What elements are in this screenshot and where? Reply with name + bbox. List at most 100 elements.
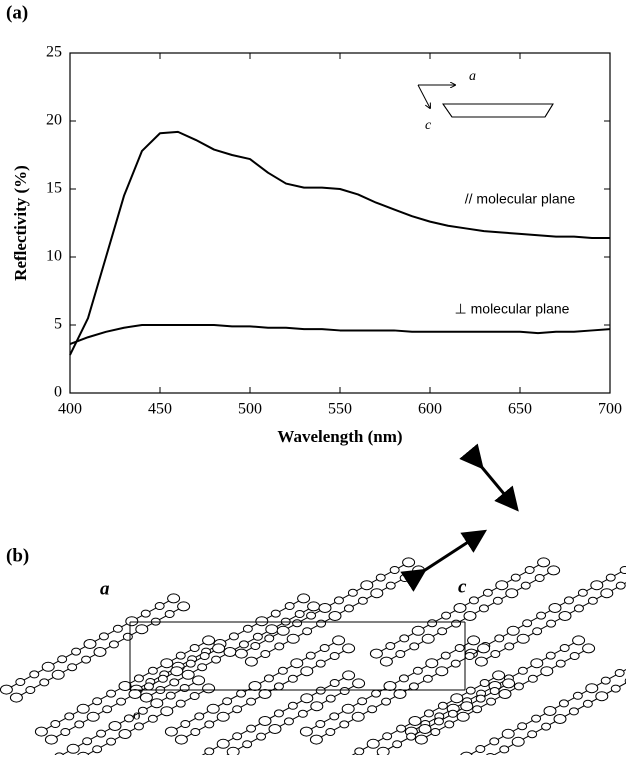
atom [437, 701, 448, 710]
atom [572, 691, 583, 700]
polarization-arrow [400, 529, 488, 592]
atom [190, 728, 201, 736]
inset-axis-label: c [425, 118, 432, 133]
atom [409, 642, 420, 651]
atom [489, 737, 500, 746]
atom [437, 627, 448, 636]
atom [255, 616, 269, 627]
atom [527, 674, 538, 683]
series-label: // molecular plane [465, 191, 576, 207]
molecule [299, 635, 481, 737]
atom [165, 691, 176, 700]
atom [464, 652, 475, 660]
atom [310, 701, 324, 712]
atom [430, 728, 441, 736]
x-tick-label: 450 [148, 401, 172, 418]
atom [516, 633, 530, 644]
atom [93, 647, 107, 657]
atom [453, 603, 467, 613]
molecule [139, 601, 321, 703]
atom [502, 678, 516, 689]
atom [157, 674, 168, 683]
atom [238, 640, 249, 649]
y-tick-label: 0 [54, 384, 62, 401]
y-tick-label: 5 [54, 316, 62, 333]
atom [614, 669, 625, 677]
atom [333, 596, 344, 605]
atom [393, 689, 407, 699]
atom [250, 642, 261, 650]
data-line [69, 324, 611, 345]
atom [495, 580, 509, 591]
atom [343, 604, 354, 613]
atom [513, 682, 524, 691]
atom [316, 619, 327, 628]
atom [297, 709, 308, 718]
atom [180, 720, 191, 728]
atom [139, 692, 153, 703]
atom [175, 699, 186, 708]
atom [573, 604, 584, 613]
atom [122, 632, 133, 641]
atom [222, 697, 233, 706]
atom [357, 596, 368, 605]
atom [408, 716, 422, 726]
atom [467, 635, 481, 646]
molecule [190, 670, 356, 760]
atom [371, 689, 382, 698]
atom [290, 658, 304, 669]
atom [202, 635, 216, 646]
atom [475, 694, 486, 703]
y-tick-label: 25 [46, 44, 62, 61]
atom [615, 581, 626, 590]
atom [482, 588, 493, 597]
atom [292, 619, 303, 628]
x-tick-label: 600 [418, 401, 442, 418]
atom [302, 627, 313, 636]
atom [325, 728, 336, 736]
molecule [44, 643, 226, 745]
atom [197, 663, 208, 672]
atom [41, 661, 55, 672]
atom [34, 726, 48, 737]
atom [125, 616, 139, 627]
atom [447, 709, 458, 718]
atom [92, 745, 103, 754]
atom [517, 722, 528, 731]
atom [133, 674, 144, 683]
y-tick-label: 10 [46, 248, 62, 265]
atom [375, 573, 386, 582]
atom [600, 588, 614, 599]
atom [590, 580, 604, 591]
atom [540, 666, 554, 677]
molecule [164, 635, 346, 737]
molecule [34, 635, 216, 737]
atom [252, 632, 263, 641]
atom [510, 573, 521, 582]
atom [174, 734, 188, 745]
atom [287, 674, 298, 683]
atom [106, 689, 117, 698]
atom [170, 666, 184, 677]
atom [242, 740, 253, 749]
atom [9, 692, 23, 703]
atom [286, 633, 300, 644]
atom [392, 740, 403, 749]
atom [258, 689, 272, 699]
molecule [309, 643, 491, 745]
data-line [69, 130, 610, 356]
atom [545, 651, 556, 660]
atom [246, 697, 257, 706]
atom [347, 588, 358, 597]
polarization-arrow [459, 443, 519, 512]
atom [112, 624, 123, 633]
atom [435, 666, 449, 677]
atom [587, 596, 598, 605]
molecule [379, 565, 561, 667]
series-label: ⊥ molecular plane [455, 301, 570, 317]
atom [548, 603, 562, 613]
x-tick-label: 500 [238, 401, 262, 418]
atom [228, 632, 239, 641]
atom [477, 643, 491, 654]
molecule [369, 557, 551, 659]
